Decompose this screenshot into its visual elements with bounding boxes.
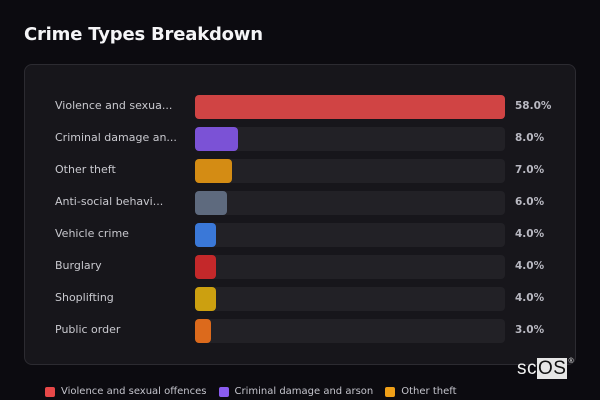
- bar-label: Violence and sexua...: [55, 99, 173, 112]
- bar-track: [195, 159, 505, 183]
- bar-row[interactable]: Shoplifting 4.0%: [25, 287, 575, 311]
- bar-track: [195, 287, 505, 311]
- bar-label: Other theft: [55, 163, 116, 176]
- bar-fill[interactable]: [195, 287, 217, 311]
- bar-fill[interactable]: [195, 159, 233, 183]
- legend-label: Violence and sexual offences: [61, 386, 207, 397]
- bar-value: 58.0%: [515, 100, 552, 112]
- bar-label: Anti-social behavi...: [55, 195, 164, 208]
- legend-label: Criminal damage and arson: [234, 386, 374, 397]
- chart-title: Crime Types Breakdown: [24, 24, 263, 45]
- bar-value: 6.0%: [515, 196, 545, 208]
- bar-track: [195, 191, 505, 215]
- bar-value: 4.0%: [515, 228, 545, 240]
- bar-fill[interactable]: [195, 95, 505, 119]
- bar-row[interactable]: Vehicle crime 4.0%: [25, 223, 575, 247]
- bar-value: 3.0%: [515, 324, 545, 336]
- bar-label: Criminal damage an...: [55, 131, 177, 144]
- chart-legend: Violence and sexual offences Criminal dam…: [45, 386, 457, 397]
- bar-value: 7.0%: [515, 164, 545, 176]
- legend-item[interactable]: Other theft: [385, 386, 457, 397]
- bar-row[interactable]: Burglary 4.0%: [25, 255, 575, 279]
- bar-label: Burglary: [55, 259, 102, 272]
- bar-row[interactable]: Anti-social behavi... 6.0%: [25, 191, 575, 215]
- bar-row[interactable]: Public order 3.0%: [25, 319, 575, 343]
- legend-swatch-icon: [45, 386, 55, 397]
- bar-fill[interactable]: [195, 191, 228, 215]
- legend-label: Other theft: [401, 386, 457, 397]
- bar-value: 4.0%: [515, 292, 545, 304]
- bar-track: [195, 255, 505, 279]
- bar-label: Public order: [55, 323, 121, 336]
- bar-value: 4.0%: [515, 260, 545, 272]
- bar-row[interactable]: Violence and sexua... 58.0%: [25, 95, 575, 119]
- bar-fill[interactable]: [195, 127, 238, 151]
- legend-item[interactable]: Violence and sexual offences: [45, 386, 207, 397]
- bar-fill[interactable]: [195, 319, 212, 343]
- bar-label: Shoplifting: [55, 291, 114, 304]
- bar-track: [195, 127, 505, 151]
- bar-track: [195, 223, 505, 247]
- bar-fill[interactable]: [195, 255, 217, 279]
- watermark-logo: scOS ®: [517, 358, 575, 379]
- legend-swatch-icon: [218, 386, 229, 397]
- bar-row[interactable]: Other theft 7.0%: [25, 159, 575, 183]
- bar-track: [195, 319, 505, 343]
- bar-row[interactable]: Criminal damage an... 8.0%: [25, 127, 575, 151]
- legend-swatch-icon: [385, 386, 396, 397]
- legend-item[interactable]: Criminal damage and arson: [218, 386, 374, 397]
- bar-value: 8.0%: [515, 132, 545, 144]
- bar-fill[interactable]: [195, 223, 217, 247]
- bar-label: Vehicle crime: [55, 227, 129, 240]
- chart-panel: Violence and sexua... 58.0% Criminal damag…: [24, 64, 576, 365]
- bar-track: [195, 95, 505, 119]
